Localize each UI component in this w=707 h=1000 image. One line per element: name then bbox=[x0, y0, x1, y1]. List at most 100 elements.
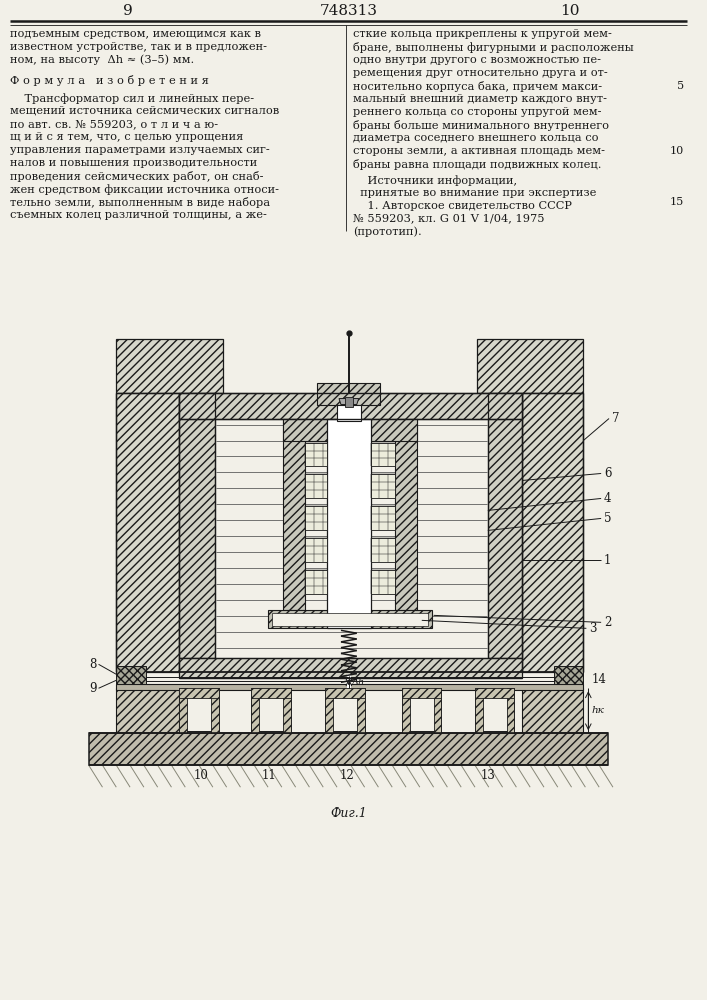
Text: щ и й с я тем, что, с целью упрощения: щ и й с я тем, что, с целью упрощения bbox=[10, 132, 243, 142]
Polygon shape bbox=[251, 688, 291, 698]
Text: ремещения друг относительно друга и от-: ремещения друг относительно друга и от- bbox=[353, 68, 607, 78]
Bar bbox=[180, 690, 218, 731]
Polygon shape bbox=[522, 688, 583, 733]
Text: Δh: Δh bbox=[352, 678, 365, 687]
Text: 14: 14 bbox=[591, 673, 606, 686]
Text: Ф о р м у л а   и з о б р е т е н и я: Ф о р м у л а и з о б р е т е н и я bbox=[10, 75, 209, 86]
Text: 11: 11 bbox=[262, 769, 276, 782]
Text: жен средством фиксации источника относи-: жен средством фиксации источника относи- bbox=[10, 184, 279, 195]
Bar bbox=[345, 397, 353, 407]
Polygon shape bbox=[554, 666, 583, 684]
Polygon shape bbox=[433, 688, 441, 733]
Bar bbox=[475, 690, 515, 731]
Bar bbox=[305, 538, 327, 562]
Polygon shape bbox=[180, 393, 522, 419]
Text: hк: hк bbox=[591, 706, 604, 715]
Text: Трансформатор сил и линейных пере-: Трансформатор сил и линейных пере- bbox=[10, 93, 254, 104]
Text: 12: 12 bbox=[339, 769, 354, 782]
Bar bbox=[305, 474, 327, 498]
Bar bbox=[347, 674, 351, 688]
Text: проведения сейсмических работ, он снаб-: проведения сейсмических работ, он снаб- bbox=[10, 171, 263, 182]
Polygon shape bbox=[180, 688, 187, 733]
Bar bbox=[317, 383, 380, 405]
Polygon shape bbox=[522, 393, 583, 672]
Polygon shape bbox=[402, 688, 441, 698]
Polygon shape bbox=[116, 339, 223, 393]
Text: браны больше минимального внутреннего: браны больше минимального внутреннего bbox=[353, 120, 609, 131]
Bar bbox=[337, 405, 361, 421]
Text: 1. Авторское свидетельство СССР: 1. Авторское свидетельство СССР bbox=[353, 201, 572, 211]
Bar bbox=[370, 474, 395, 498]
Text: 748313: 748313 bbox=[320, 4, 378, 18]
Polygon shape bbox=[325, 688, 365, 698]
Text: съемных колец различной толщины, а же-: съемных колец различной толщины, а же- bbox=[10, 210, 267, 220]
Text: 10: 10 bbox=[670, 146, 684, 156]
Polygon shape bbox=[283, 688, 291, 733]
Polygon shape bbox=[180, 393, 215, 658]
Text: мальный внешний диаметр каждого внут-: мальный внешний диаметр каждого внут- bbox=[353, 94, 607, 104]
Bar bbox=[325, 690, 365, 731]
Polygon shape bbox=[283, 419, 417, 441]
Polygon shape bbox=[506, 688, 515, 733]
Text: стороны земли, а активная площадь мем-: стороны земли, а активная площадь мем- bbox=[353, 146, 604, 156]
Text: № 559203, кл. G 01 V 1/04, 1975: № 559203, кл. G 01 V 1/04, 1975 bbox=[353, 214, 544, 224]
Polygon shape bbox=[357, 688, 365, 733]
Text: мещений источника сейсмических сигналов: мещений источника сейсмических сигналов bbox=[10, 106, 279, 116]
Text: 9: 9 bbox=[123, 4, 133, 18]
Text: (прототип).: (прототип). bbox=[353, 227, 421, 237]
Text: 1: 1 bbox=[604, 554, 612, 567]
Polygon shape bbox=[116, 666, 146, 684]
Text: сткие кольца прикреплены к упругой мем-: сткие кольца прикреплены к упругой мем- bbox=[353, 29, 612, 39]
Polygon shape bbox=[211, 688, 218, 733]
Bar bbox=[272, 613, 428, 626]
Text: 3: 3 bbox=[590, 622, 597, 635]
Polygon shape bbox=[116, 393, 180, 672]
Text: 9: 9 bbox=[89, 682, 97, 695]
Text: 4: 4 bbox=[604, 492, 612, 505]
Polygon shape bbox=[180, 658, 522, 678]
Text: 13: 13 bbox=[480, 769, 495, 782]
Bar bbox=[402, 690, 441, 731]
Text: по авт. св. № 559203, о т л и ч а ю-: по авт. св. № 559203, о т л и ч а ю- bbox=[10, 119, 218, 129]
Text: диаметра соседнего внешнего кольца со: диаметра соседнего внешнего кольца со bbox=[353, 133, 598, 143]
Text: 15: 15 bbox=[670, 197, 684, 207]
Bar bbox=[370, 506, 395, 530]
Text: 2: 2 bbox=[604, 616, 612, 629]
Text: реннего кольца со стороны упругой мем-: реннего кольца со стороны упругой мем- bbox=[353, 107, 601, 117]
Bar bbox=[370, 443, 395, 466]
Polygon shape bbox=[402, 688, 410, 733]
Bar bbox=[370, 538, 395, 562]
Text: 7: 7 bbox=[612, 412, 619, 425]
Bar bbox=[305, 570, 327, 594]
Polygon shape bbox=[325, 688, 333, 733]
Bar bbox=[305, 506, 327, 530]
Polygon shape bbox=[488, 393, 522, 658]
Text: 10: 10 bbox=[194, 769, 209, 782]
Text: Источники информации,: Источники информации, bbox=[353, 175, 517, 186]
Polygon shape bbox=[475, 688, 483, 733]
Text: носительно корпуса бака, причем макси-: носительно корпуса бака, причем макси- bbox=[353, 81, 602, 92]
Text: Фиг.1: Фиг.1 bbox=[330, 807, 367, 820]
Polygon shape bbox=[251, 688, 259, 733]
Text: налов и повышения производительности: налов и повышения производительности bbox=[10, 158, 257, 168]
Text: браны равна площади подвижных колец.: браны равна площади подвижных колец. bbox=[353, 159, 601, 170]
Text: принятые во внимание при экспертизе: принятые во внимание при экспертизе bbox=[353, 188, 596, 198]
Bar bbox=[370, 570, 395, 594]
Text: ном, на высоту  Δh ≈ (3–5) мм.: ном, на высоту Δh ≈ (3–5) мм. bbox=[10, 55, 194, 65]
Text: известном устройстве, так и в предложен-: известном устройстве, так и в предложен- bbox=[10, 42, 267, 52]
Bar bbox=[305, 443, 327, 466]
Text: бране, выполнены фигурными и расположены: бране, выполнены фигурными и расположены bbox=[353, 42, 633, 53]
Bar bbox=[251, 690, 291, 731]
Text: 5: 5 bbox=[677, 81, 684, 91]
Polygon shape bbox=[477, 339, 583, 393]
Polygon shape bbox=[116, 688, 180, 733]
Text: подъемным средством, имеющимся как в: подъемным средством, имеющимся как в bbox=[10, 29, 261, 39]
Text: управления параметрами излучаемых сиг-: управления параметрами излучаемых сиг- bbox=[10, 145, 269, 155]
Polygon shape bbox=[475, 688, 515, 698]
Polygon shape bbox=[88, 733, 608, 765]
Bar bbox=[327, 419, 370, 628]
Polygon shape bbox=[339, 399, 358, 405]
Text: одно внутри другого с возможностью пе-: одно внутри другого с возможностью пе- bbox=[353, 55, 601, 65]
Polygon shape bbox=[395, 419, 417, 610]
Polygon shape bbox=[268, 610, 432, 628]
